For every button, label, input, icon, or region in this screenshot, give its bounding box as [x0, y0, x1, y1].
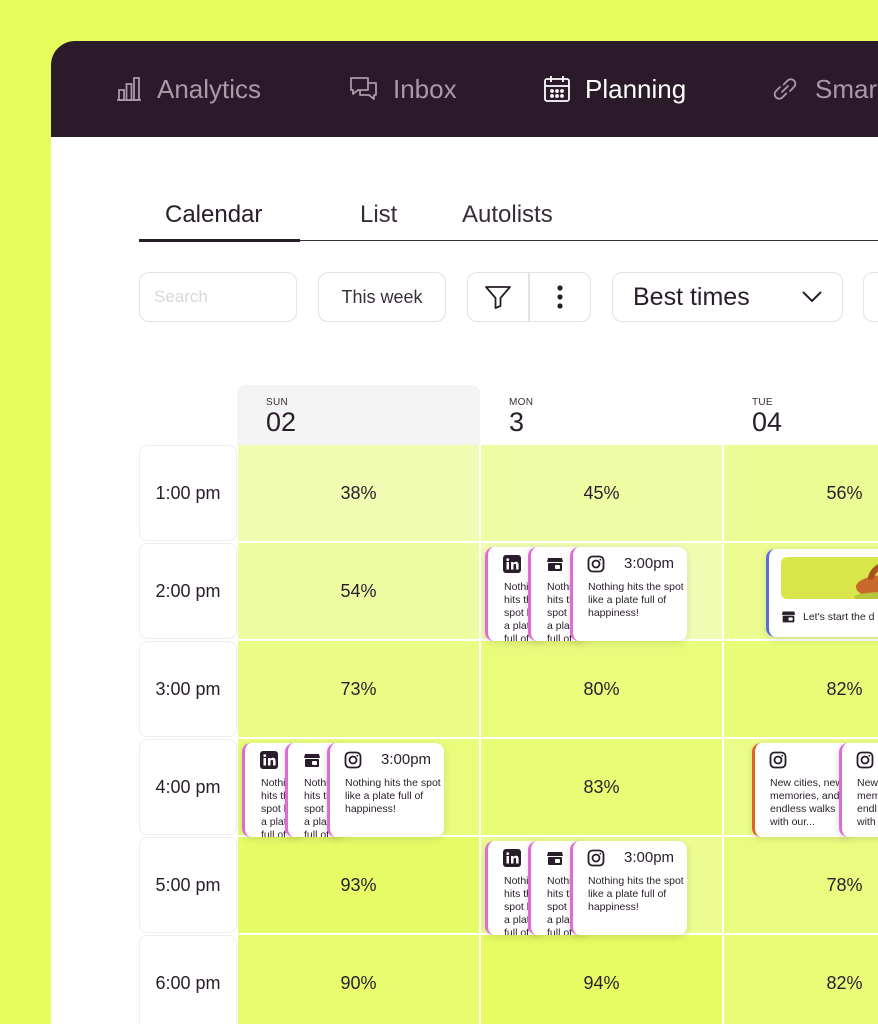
day-header-tue[interactable]: TUE 04 — [723, 385, 878, 445]
search-field[interactable] — [139, 272, 297, 322]
heat-cell[interactable]: 90% — [238, 935, 479, 1024]
heat-cell[interactable]: 78% — [724, 837, 878, 933]
post-text: Nothing hits the spot like a plate full … — [588, 581, 684, 619]
instagram-icon — [856, 751, 874, 769]
post-card-instagram[interactable]: New cities, new memories, and endless wa… — [752, 743, 852, 837]
tab-calendar[interactable]: Calendar — [165, 201, 263, 228]
day-number: 3 — [509, 407, 525, 437]
post-text: Nothing hits the spot like a plate full … — [588, 875, 684, 913]
divider — [528, 273, 530, 321]
post-time: 3:00pm — [381, 751, 432, 768]
nav-item-planning[interactable]: Planning — [543, 41, 686, 137]
store-icon — [304, 754, 320, 767]
post-card-instagram[interactable]: 3:00pm Nothing hits the spot like a plat… — [570, 547, 687, 641]
more-options-button[interactable] — [530, 273, 590, 321]
toolbar-button-cropped[interactable] — [863, 272, 878, 322]
heat-cell[interactable]: 73% — [238, 641, 479, 737]
heat-cell[interactable]: 82% — [724, 935, 878, 1024]
heat-cell[interactable]: 83% — [481, 739, 722, 835]
tab-autolists[interactable]: Autolists — [462, 201, 553, 228]
post-card-instagram[interactable]: New memo endl with — [839, 743, 878, 837]
nav-item-smart[interactable]: Smar — [769, 41, 877, 137]
nav-item-inbox[interactable]: Inbox — [349, 41, 457, 137]
nav-label: Planning — [585, 73, 687, 104]
post-card-preview[interactable]: Let's start the d — [766, 549, 878, 637]
date-range-button[interactable]: This week — [318, 272, 446, 322]
app-window: Analytics Inbox Planning Smar Calendar L… — [51, 41, 878, 1024]
active-tab-indicator — [139, 239, 300, 242]
post-image — [781, 557, 878, 599]
store-icon — [781, 611, 796, 623]
time-slot-label: 5:00 pm — [139, 837, 237, 933]
day-header-mon[interactable]: MON 3 — [480, 385, 723, 445]
day-name: MON — [509, 397, 534, 408]
day-name: TUE — [752, 397, 773, 408]
more-vertical-icon — [557, 285, 563, 309]
day-number: 04 — [752, 407, 783, 437]
nav-item-analytics[interactable]: Analytics — [115, 41, 261, 137]
heat-cell[interactable]: 93% — [238, 837, 479, 933]
best-times-dropdown[interactable]: Best times — [612, 272, 843, 322]
post-text: Let's start the d — [803, 611, 875, 623]
nav-label: Analytics — [157, 73, 262, 104]
store-icon — [547, 558, 563, 571]
post-text: Nothing hits the spot like a plate full … — [345, 777, 441, 815]
post-text: New memo endl with — [857, 777, 878, 828]
post-card-instagram[interactable]: 3:00pm Nothing hits the spot like a plat… — [327, 743, 444, 837]
instagram-icon — [587, 849, 605, 867]
filter-actions-group — [467, 272, 591, 322]
heat-cell[interactable]: 82% — [724, 641, 878, 737]
view-tabs: Calendar List Autolists — [139, 191, 878, 242]
day-number: 02 — [266, 407, 297, 437]
instagram-icon — [769, 751, 787, 769]
post-time: 3:00pm — [624, 849, 675, 866]
filter-button[interactable] — [468, 273, 528, 321]
time-slot-label: 3:00 pm — [139, 641, 237, 737]
time-slot-label: 1:00 pm — [139, 445, 237, 541]
time-slot-label: 2:00 pm — [139, 543, 237, 639]
bar-chart-icon — [117, 77, 141, 101]
heat-cell[interactable]: 94% — [481, 935, 722, 1024]
post-text: New cities, new memories, and endless wa… — [770, 777, 843, 828]
linkedin-icon — [503, 849, 521, 867]
post-card-instagram[interactable]: 3:00pm Nothing hits the spot like a plat… — [570, 841, 687, 935]
top-navigation: Analytics Inbox Planning Smar — [51, 41, 878, 137]
time-slot-label: 6:00 pm — [139, 935, 237, 1024]
heat-cell[interactable]: 56% — [724, 445, 878, 541]
tab-list[interactable]: List — [360, 201, 398, 228]
date-range-label: This week — [341, 286, 423, 307]
heat-cell[interactable]: 54% — [238, 543, 479, 639]
heat-cell[interactable]: 45% — [481, 445, 722, 541]
heat-cell[interactable]: 38% — [238, 445, 479, 541]
search-input[interactable] — [154, 287, 284, 307]
day-headers: SUN 02 MON 3 TUE 04 — [51, 385, 878, 445]
post-time: 3:00pm — [624, 555, 675, 572]
time-slot-label: 4:00 pm — [139, 739, 237, 835]
nav-label: Smar — [815, 73, 878, 104]
link-icon — [773, 78, 797, 100]
heat-cell[interactable]: 80% — [481, 641, 722, 737]
day-name: SUN — [266, 397, 289, 408]
filter-icon — [485, 286, 512, 309]
chat-icon — [350, 77, 377, 100]
nav-label: Inbox — [393, 73, 457, 104]
instagram-icon — [344, 751, 362, 769]
store-icon — [547, 852, 563, 865]
linkedin-icon — [260, 751, 278, 769]
chevron-down-icon — [802, 291, 822, 303]
calendar-icon — [544, 76, 570, 102]
linkedin-icon — [503, 555, 521, 573]
instagram-icon — [587, 555, 605, 573]
dropdown-label: Best times — [633, 282, 750, 311]
day-header-sun[interactable]: SUN 02 — [237, 385, 480, 445]
